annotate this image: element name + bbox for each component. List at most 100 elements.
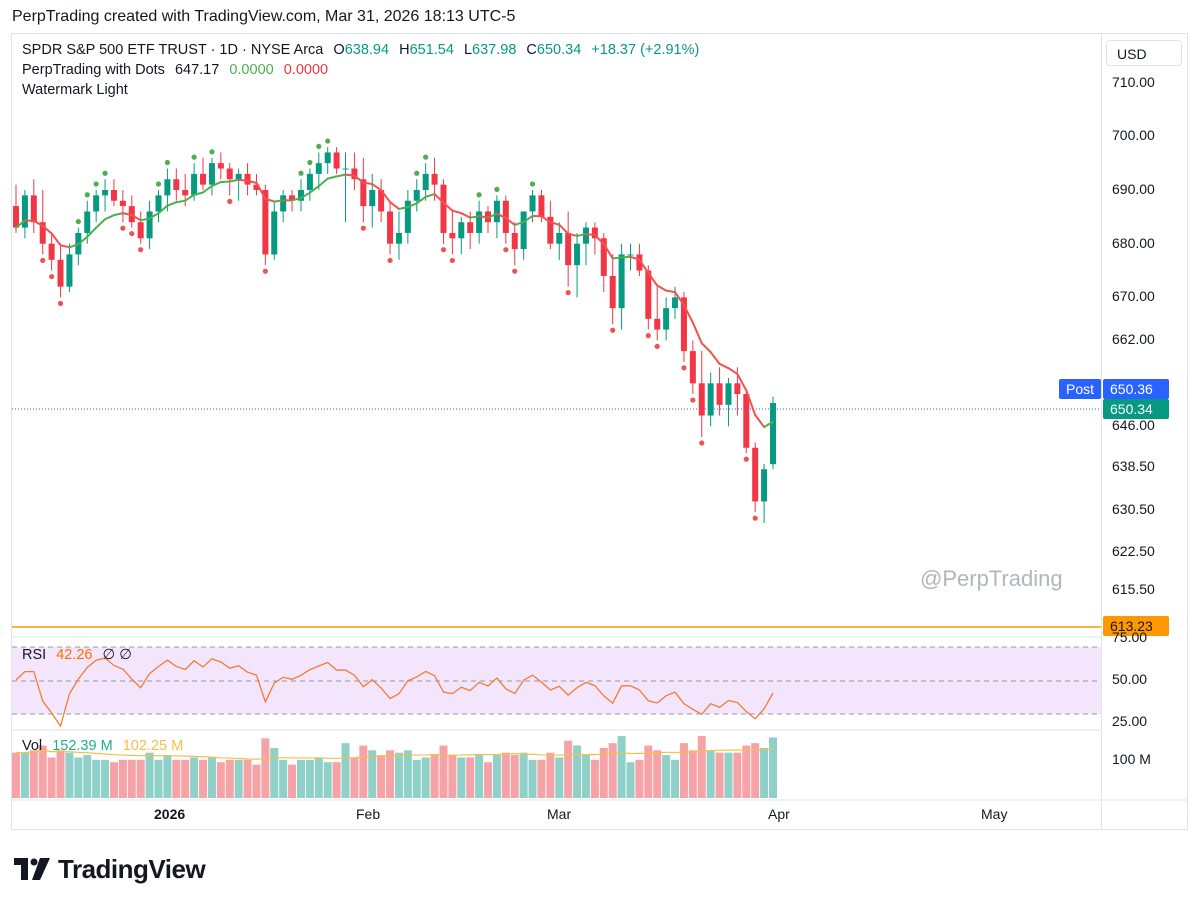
candle-body bbox=[743, 394, 750, 448]
candle-body bbox=[431, 173, 438, 185]
vol-legend[interactable]: Vol 152.39 M 102.25 M bbox=[22, 738, 189, 754]
ema-line-segment bbox=[362, 181, 374, 186]
rsi-line bbox=[15, 657, 774, 728]
candle-body bbox=[13, 206, 19, 228]
candle-body bbox=[66, 254, 73, 287]
chart-frame[interactable] bbox=[11, 33, 1188, 830]
candle-body bbox=[422, 173, 429, 190]
candle-body bbox=[761, 469, 768, 502]
candle-body bbox=[369, 190, 376, 207]
rsi-value: 42.26 bbox=[56, 647, 93, 663]
volume-bar bbox=[154, 759, 163, 798]
volume-bar bbox=[671, 759, 680, 798]
indicator-legend[interactable]: PerpTrading with Dots 647.17 0.0000 0.00… bbox=[22, 62, 334, 78]
low-dot bbox=[699, 440, 705, 446]
low-dot bbox=[681, 365, 687, 371]
candle-body bbox=[645, 270, 652, 319]
candle-body bbox=[502, 200, 509, 233]
ema-line-segment bbox=[647, 271, 659, 287]
ema-line-segment bbox=[77, 235, 89, 246]
volume-bar bbox=[296, 759, 305, 798]
ema-line-segment bbox=[513, 220, 525, 226]
low-dot bbox=[387, 257, 393, 264]
price-tick-label: 690.00 bbox=[1112, 181, 1155, 197]
high-dot bbox=[84, 192, 90, 198]
volume-bar bbox=[599, 747, 608, 798]
rsi-tick-label: 50.00 bbox=[1112, 671, 1148, 687]
ema-line-segment bbox=[326, 175, 338, 180]
ema-line-segment bbox=[41, 224, 53, 235]
candle-body bbox=[404, 200, 411, 233]
rsi-tick-label: 75.00 bbox=[1112, 629, 1148, 645]
ema-line-segment bbox=[558, 223, 570, 235]
watermark-legend[interactable]: Watermark Light bbox=[22, 82, 134, 98]
volume-bar bbox=[581, 755, 590, 798]
ema-line-segment bbox=[718, 362, 730, 370]
high-dot bbox=[75, 218, 81, 225]
high-dot bbox=[423, 154, 429, 160]
indicator-value: 647.17 bbox=[174, 62, 220, 78]
high-dot bbox=[298, 170, 304, 176]
candle-body bbox=[663, 308, 670, 330]
volume-bar bbox=[270, 747, 279, 798]
ema-line-segment bbox=[184, 193, 196, 202]
post-market-label: Post bbox=[1059, 379, 1101, 399]
tradingview-logo[interactable]: TradingView bbox=[14, 852, 206, 886]
volume-bar bbox=[484, 762, 493, 798]
symbol-name[interactable]: SPDR S&P 500 ETF TRUST · 1D · NYSE Arca bbox=[22, 42, 324, 58]
ema-line-segment bbox=[504, 217, 516, 226]
high-dot bbox=[476, 192, 482, 198]
ema-line-segment bbox=[745, 389, 757, 417]
volume-bar bbox=[519, 752, 528, 798]
high-dot bbox=[164, 159, 170, 166]
candle-body bbox=[235, 173, 242, 180]
candle-body bbox=[413, 190, 420, 201]
ema-line-segment bbox=[210, 181, 222, 187]
low-dot bbox=[565, 290, 571, 296]
currency-button[interactable]: USD bbox=[1106, 40, 1182, 66]
volume-bar bbox=[216, 762, 225, 798]
ema-line-segment bbox=[104, 214, 115, 221]
ema-line-segment bbox=[656, 284, 668, 292]
ema-line-segment bbox=[95, 218, 107, 229]
candle-body bbox=[48, 243, 55, 260]
volume-bar bbox=[688, 750, 697, 798]
ema-line-segment bbox=[691, 321, 703, 345]
ema-line-segment bbox=[433, 193, 445, 204]
volume-bar bbox=[751, 743, 760, 798]
low-dot bbox=[40, 257, 46, 264]
volume-bar bbox=[377, 755, 386, 798]
indicator-value-2: 0.0000 bbox=[229, 62, 274, 78]
ema-line-segment bbox=[112, 212, 124, 217]
candle-body bbox=[39, 222, 46, 244]
volume-bar bbox=[20, 752, 29, 798]
candle-body bbox=[30, 195, 37, 223]
volume-bar bbox=[341, 743, 350, 798]
rsi-legend[interactable]: RSI 42.26 ∅ ∅ bbox=[22, 647, 138, 663]
candle-body bbox=[315, 163, 322, 174]
high-dot bbox=[155, 181, 162, 187]
ema-line-segment bbox=[139, 217, 151, 222]
price-tick-label: 700.00 bbox=[1112, 127, 1155, 144]
candle-body bbox=[752, 447, 759, 502]
price-tick-label: 680.00 bbox=[1112, 234, 1155, 251]
high-dot bbox=[209, 149, 215, 155]
ema-line-segment bbox=[308, 185, 320, 194]
candle-body bbox=[493, 200, 500, 223]
volume-bar bbox=[546, 752, 555, 798]
volume-bar bbox=[448, 755, 457, 798]
ohlc-low-label: L bbox=[463, 42, 473, 58]
candle-body bbox=[689, 351, 696, 384]
ema-line-segment bbox=[130, 214, 142, 222]
volume-bar bbox=[617, 736, 626, 798]
ema-line-segment bbox=[495, 212, 507, 220]
ema-line-segment bbox=[611, 256, 623, 260]
low-dot bbox=[138, 247, 144, 253]
candle-body bbox=[627, 254, 634, 256]
volume-bar bbox=[386, 750, 395, 798]
candle-body bbox=[574, 243, 581, 266]
volume-bar bbox=[109, 762, 118, 798]
tradingview-logo-icon bbox=[14, 858, 50, 880]
volume-bar bbox=[145, 752, 154, 798]
